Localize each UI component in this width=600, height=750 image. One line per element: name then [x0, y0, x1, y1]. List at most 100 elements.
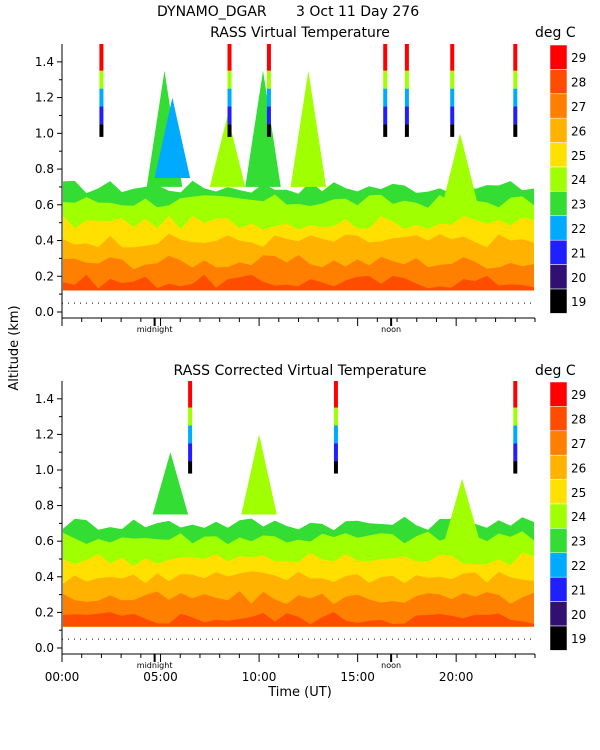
- spike-segment: [227, 124, 232, 137]
- panel-bottom-colorbar: 29 28 27 26 25 24 23 22 21 20 19: [549, 381, 586, 651]
- x-tick-label: 05:00: [143, 670, 178, 684]
- spike-segment: [266, 70, 271, 89]
- y-tick-label: 0.2: [35, 269, 54, 283]
- spike-segment: [450, 44, 455, 71]
- spike-segment: [188, 443, 193, 462]
- colorbar-label: 19: [571, 295, 586, 309]
- y-tick-label: 1.4: [35, 55, 54, 69]
- spike-segment: [450, 88, 455, 107]
- colorbar-swatch-29: [549, 44, 568, 70]
- marker-label-noon: noon: [381, 325, 401, 334]
- y-tick-label: 1.2: [35, 91, 54, 105]
- upper-patch: [290, 70, 327, 187]
- contour-band-27: [62, 255, 535, 291]
- spike-segment: [266, 88, 271, 107]
- upper-patch: [442, 133, 478, 205]
- y-tick-label: 0.4: [35, 234, 54, 248]
- spike-segment: [333, 381, 338, 408]
- colorbar-swatch-26: [549, 454, 568, 480]
- spike-segment: [383, 44, 388, 71]
- contour-band-28: [62, 611, 535, 627]
- station-label: DYNAMO_DGAR: [157, 4, 267, 20]
- colorbar-label: 27: [571, 100, 586, 114]
- y-tick-label: 1.0: [35, 126, 54, 140]
- spike-segment: [333, 443, 338, 462]
- spike-segment: [450, 124, 455, 137]
- colorbar-label: 20: [571, 608, 586, 622]
- x-axis-label: Time (UT): [267, 685, 332, 700]
- colorbar-label: 23: [571, 535, 586, 549]
- x-tick-label: 00:00: [45, 670, 80, 684]
- colorbar-swatch-29: [549, 381, 568, 407]
- upper-patch: [154, 97, 191, 178]
- spike-segment: [513, 44, 518, 71]
- colorbar-swatch-23: [549, 191, 568, 217]
- colorbar-swatch-24: [549, 166, 568, 192]
- y-tick-label: 0.0: [35, 305, 54, 319]
- y-tick-label: 0.4: [35, 570, 54, 584]
- colorbar-label: 25: [571, 486, 586, 500]
- spike-segment: [227, 88, 232, 107]
- date-label: 3 Oct 11 Day 276: [296, 4, 419, 20]
- y-tick-label: 1.0: [35, 463, 54, 477]
- colorbar-swatch-19: [549, 288, 568, 314]
- colorbar-label: 25: [571, 149, 586, 163]
- colorbar-label: 22: [571, 559, 586, 573]
- colorbar-label: 24: [571, 173, 586, 187]
- y-tick-label: 0.8: [35, 162, 54, 176]
- contour-bands: [62, 179, 535, 291]
- spike-segment: [99, 88, 104, 107]
- colorbar-label: 21: [571, 246, 586, 260]
- panel-bottom-title: RASS Corrected Virtual Temperature: [174, 363, 427, 379]
- spike-segment: [227, 44, 232, 71]
- upper-patch: [241, 434, 277, 515]
- spike-segment: [227, 106, 232, 125]
- spike-segment: [333, 461, 338, 474]
- spike-segment: [227, 70, 232, 89]
- colorbar-label: 28: [571, 76, 586, 90]
- spike-segment: [188, 461, 193, 474]
- panel-bottom-unit: deg C: [535, 363, 576, 379]
- spike-segment: [513, 381, 518, 408]
- colorbar-swatch-28: [549, 69, 568, 95]
- spike-segment: [99, 106, 104, 125]
- spike-segment: [333, 407, 338, 426]
- colorbar-label: 29: [571, 388, 586, 402]
- spike-segment: [513, 443, 518, 462]
- spike-segment: [333, 425, 338, 444]
- colorbar-label: 20: [571, 271, 586, 285]
- y-tick-label: 0.8: [35, 499, 54, 513]
- spike-segment: [404, 106, 409, 125]
- marker-label-midnight: midnight: [137, 325, 173, 334]
- spike-segment: [383, 124, 388, 137]
- spike-segment: [404, 44, 409, 71]
- panel-top-title: RASS Virtual Temperature: [210, 25, 390, 41]
- colorbar-swatch-22: [549, 552, 568, 578]
- spike-segment: [404, 88, 409, 107]
- spike-segment: [383, 70, 388, 89]
- colorbar-label: 28: [571, 413, 586, 427]
- upper-patch: [209, 115, 246, 187]
- spike-segment: [266, 124, 271, 137]
- spike-segment: [266, 106, 271, 125]
- y-axis-label: Altitude (km): [7, 305, 22, 390]
- colorbar-swatch-24: [549, 503, 568, 529]
- spike-segment: [513, 407, 518, 426]
- spike-segment: [99, 70, 104, 89]
- spike-segment: [188, 425, 193, 444]
- upper-patch: [444, 478, 480, 542]
- x-tick-label: 15:00: [340, 670, 375, 684]
- colorbar-label: 23: [571, 198, 586, 212]
- spike-segment: [266, 44, 271, 71]
- colorbar-swatch-19: [549, 625, 568, 651]
- marker-label-noon: noon: [381, 661, 401, 670]
- x-tick-label: 20:00: [439, 670, 474, 684]
- contour-band-28: [62, 274, 535, 291]
- spike-segment: [404, 124, 409, 137]
- spike-segment: [99, 44, 104, 71]
- y-tick-label: 0.2: [35, 605, 54, 619]
- colorbar-swatch-28: [549, 406, 568, 432]
- spike-segment: [188, 407, 193, 426]
- colorbar-swatch-21: [549, 576, 568, 602]
- colorbar-label: 26: [571, 461, 586, 475]
